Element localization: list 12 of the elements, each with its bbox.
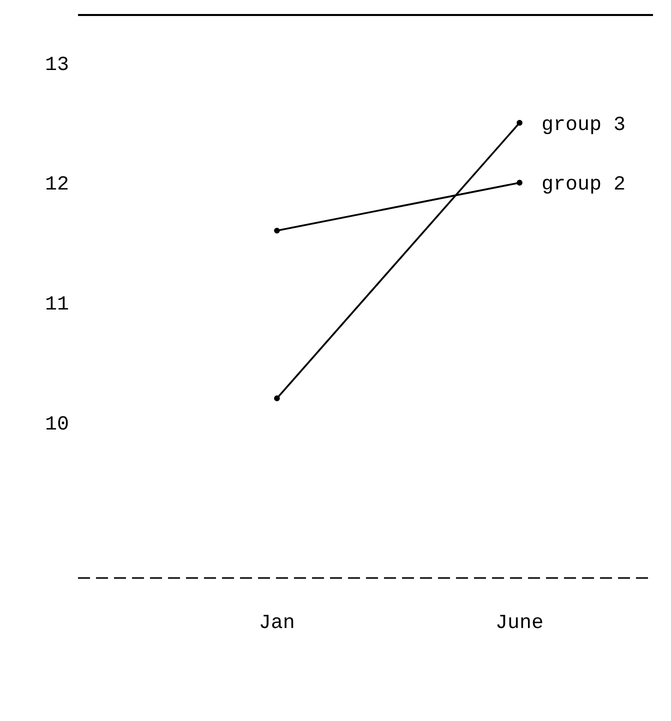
x-tick-label: June <box>496 612 544 636</box>
y-tick-label: 12 <box>45 174 70 197</box>
point <box>516 180 522 186</box>
point <box>274 228 280 234</box>
y-tick-label: 13 <box>45 54 70 77</box>
x-tick-label: Jan <box>258 612 295 636</box>
point <box>516 120 522 126</box>
series-label: group 3 <box>542 114 626 137</box>
series-label: group 2 <box>542 174 626 197</box>
point <box>274 395 280 402</box>
y-tick-label: 10 <box>45 413 70 436</box>
y-tick-label: 11 <box>45 293 70 316</box>
